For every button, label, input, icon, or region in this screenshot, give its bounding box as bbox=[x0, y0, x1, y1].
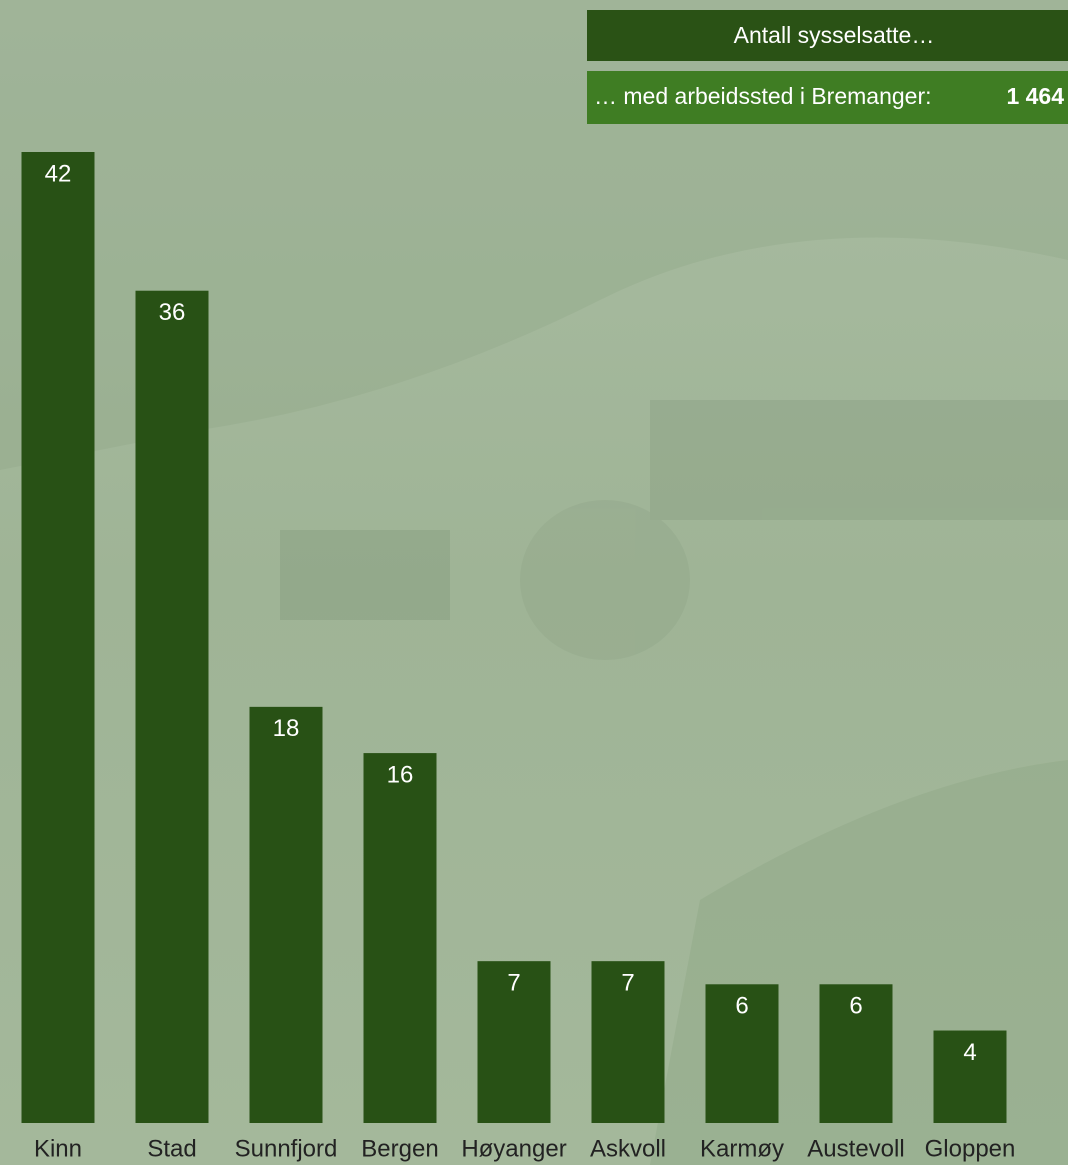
value-label: 42 bbox=[45, 160, 72, 187]
x-tick-label: Kinn bbox=[34, 1135, 82, 1162]
value-label: 6 bbox=[735, 993, 748, 1020]
value-label: 7 bbox=[507, 970, 520, 997]
bar bbox=[591, 961, 665, 1123]
bar bbox=[21, 152, 95, 1123]
bar bbox=[249, 706, 323, 1123]
x-tick-label: Bergen bbox=[361, 1135, 438, 1162]
bar bbox=[933, 1030, 1007, 1123]
x-tick-label: Askvoll bbox=[590, 1135, 666, 1162]
bar bbox=[135, 290, 209, 1123]
title-box bbox=[587, 10, 1068, 61]
subtitle: … med arbeidssted i Bremanger: bbox=[594, 83, 932, 109]
value-label: 16 bbox=[387, 761, 414, 788]
value-label: 6 bbox=[849, 993, 862, 1020]
x-tick-label: Austevoll bbox=[807, 1135, 904, 1162]
total: 1 464 bbox=[1006, 83, 1064, 109]
value-label: 4 bbox=[963, 1039, 976, 1066]
x-tick-label: Sunnfjord bbox=[235, 1135, 338, 1162]
bar bbox=[477, 961, 551, 1123]
x-tick-label: Stad bbox=[147, 1135, 196, 1162]
x-tick-label: Karmøy bbox=[700, 1135, 784, 1162]
value-label: 18 bbox=[273, 715, 300, 742]
bar bbox=[363, 753, 437, 1123]
value-label: 36 bbox=[159, 299, 186, 326]
value-label: 7 bbox=[621, 970, 634, 997]
chart-title: Antall sysselsatte… bbox=[734, 22, 935, 48]
subtitle-box bbox=[587, 71, 1068, 124]
x-tick-label: Høyanger bbox=[461, 1135, 566, 1162]
bar bbox=[819, 984, 893, 1123]
x-tick-label: Gloppen bbox=[925, 1135, 1016, 1162]
bar bbox=[705, 984, 779, 1123]
